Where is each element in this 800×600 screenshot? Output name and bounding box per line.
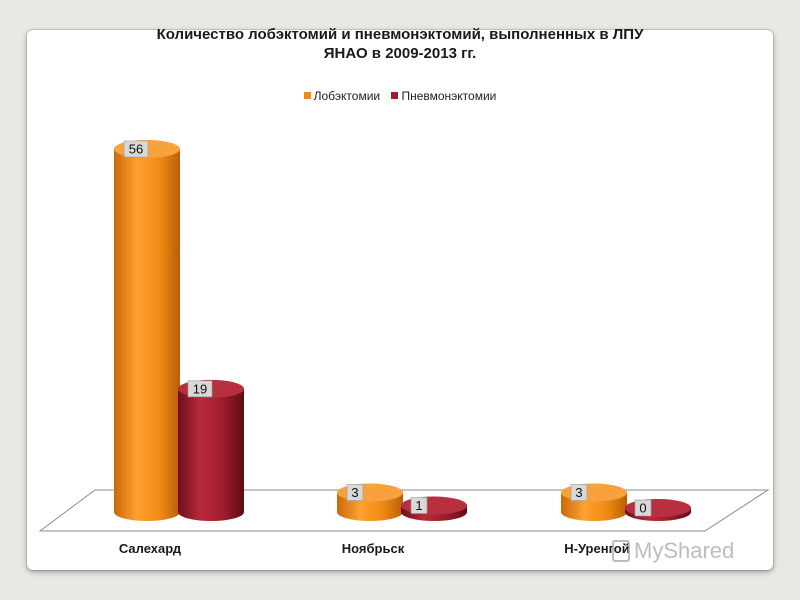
svg-text:3: 3 — [351, 485, 358, 500]
svg-text:1: 1 — [415, 498, 422, 513]
legend-swatch-pneumonectomy — [391, 92, 399, 99]
data-label-1-0: 3 — [346, 484, 364, 501]
svg-text:0: 0 — [639, 501, 646, 516]
svg-text:56: 56 — [129, 142, 143, 157]
chart-legend: Лобэктомии Пневмонэктомии — [0, 89, 800, 103]
data-label-1-1: 1 — [410, 497, 428, 514]
svg-text:3: 3 — [575, 485, 582, 500]
bar-0-0 — [114, 140, 180, 521]
watermark: MyShared — [612, 538, 734, 564]
watermark-cart-icon — [612, 540, 630, 562]
data-label-2-0: 3 — [570, 484, 588, 501]
watermark-text: MyShared — [634, 538, 735, 563]
bar-0-1 — [178, 379, 244, 521]
chart-title-line-1: Количество лобэктомий и пневмонэктомий, … — [156, 26, 644, 43]
category-label-1: Ноябрьск — [342, 541, 405, 556]
data-label-0-1: 19 — [187, 380, 213, 398]
legend-label-lobectomy: Лобэктомии — [313, 89, 381, 103]
data-label-0-0: 56 — [123, 140, 149, 158]
category-label-0: Салехард — [119, 541, 182, 556]
chart-title: Количество лобэктомий и пневмонэктомий, … — [0, 25, 800, 63]
legend-swatch-lobectomy — [303, 92, 311, 99]
svg-text:19: 19 — [193, 381, 207, 396]
data-label-2-1: 0 — [634, 499, 652, 517]
chart-title-line-2: ЯНАО в 2009-2013 гг. — [323, 45, 477, 62]
legend-item-pneumonectomy: Пневмонэктомии — [391, 89, 496, 103]
legend-item-lobectomy: Лобэктомии — [303, 89, 381, 103]
legend-label-pneumonectomy: Пневмонэктомии — [401, 89, 497, 103]
